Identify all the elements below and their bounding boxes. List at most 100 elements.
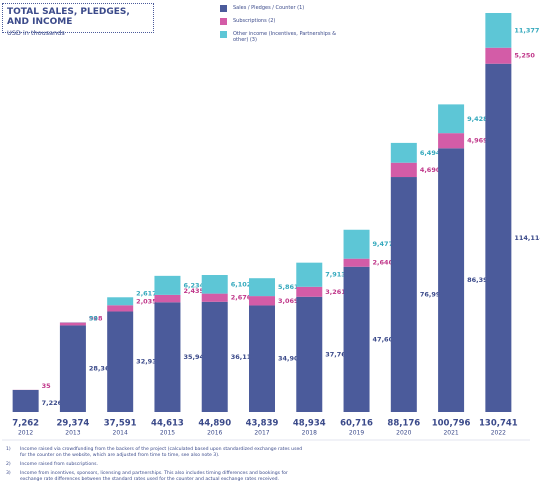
- x-tick-label: 2012: [18, 430, 33, 437]
- bar-segment: [12, 389, 39, 412]
- value-label: 6,102: [231, 280, 252, 288]
- bar-segment: [485, 63, 512, 413]
- bar-segment: [390, 162, 417, 178]
- value-label: 2,676: [231, 294, 252, 302]
- x-tick-label: 2015: [160, 430, 175, 437]
- bar-segment: [438, 133, 465, 149]
- total-label: 88,176: [387, 419, 420, 429]
- x-tick-label: 2016: [207, 430, 222, 437]
- value-label: 4,690: [420, 166, 441, 174]
- legend-swatch: [220, 5, 227, 12]
- legend-label: Sales / Pledges / Counter (1): [233, 5, 305, 11]
- total-label: 130,741: [479, 419, 518, 429]
- footnote-marker: 2): [6, 461, 11, 467]
- footnote-text: Income from incentives, sponsors, licens…: [20, 470, 288, 482]
- bar-segment: [485, 47, 512, 64]
- value-label: 3,261: [325, 288, 346, 296]
- total-label: 60,716: [340, 419, 373, 429]
- value-label: 47,600: [373, 335, 399, 343]
- footnote-text: Income raised via crowdfunding from the …: [20, 447, 303, 458]
- bar-segment: [201, 274, 228, 294]
- bar-segment: [107, 311, 134, 412]
- legend-item: Sales / Pledges / Counter (1): [220, 5, 340, 12]
- legend-swatch: [220, 31, 227, 38]
- bar-segment: [59, 325, 86, 412]
- x-tick-label: 2021: [443, 430, 458, 437]
- value-label: 6,494: [420, 149, 441, 157]
- x-tick-label: 2019: [349, 430, 364, 437]
- value-label: 28,367: [89, 365, 114, 373]
- value-label: 4,969: [467, 137, 488, 145]
- total-label: 37,591: [104, 419, 137, 429]
- x-tick-label: 2020: [396, 430, 411, 437]
- bar-segment: [485, 12, 512, 48]
- bar-segment: [343, 266, 370, 412]
- footnote: 1) Income raised via crowdfunding from th…: [6, 447, 306, 459]
- value-label: 3,069: [278, 297, 299, 305]
- footnote-text: Income raised from subscriptions.: [20, 461, 98, 467]
- title-box: TOTAL SALES, PLEDGES, AND INCOME USD in …: [2, 3, 154, 37]
- bar-segment: [154, 275, 181, 295]
- bar-segment: [438, 148, 465, 412]
- bar-segment: [154, 302, 181, 412]
- total-label: 44,613: [151, 419, 184, 429]
- total-label: 100,796: [432, 419, 471, 429]
- value-label: 35,944: [183, 353, 209, 361]
- value-label: 2,035: [136, 297, 157, 305]
- bar-segment: [107, 297, 134, 306]
- total-label: 43,839: [246, 419, 279, 429]
- bar-segment: [249, 278, 275, 297]
- value-label: 86,399: [467, 276, 493, 284]
- bar-segment: [296, 286, 323, 297]
- legend-item: Other income (Incentives, Partnerships &…: [220, 31, 340, 43]
- value-label: 34,909: [278, 355, 304, 363]
- value-label: 5,250: [514, 52, 535, 60]
- value-label: 35: [42, 382, 52, 390]
- bar-segment: [390, 142, 417, 163]
- legend-label: Subscriptions (2): [233, 18, 276, 24]
- value-label: 2,617: [136, 289, 157, 297]
- x-tick-label: 2017: [254, 430, 269, 437]
- bar-segment: [107, 305, 134, 312]
- bar-segment: [249, 296, 275, 306]
- total-label: 44,890: [198, 419, 231, 429]
- legend-swatch: [220, 18, 227, 25]
- value-label: 2,640: [373, 259, 394, 267]
- value-label: 948: [89, 315, 103, 323]
- bar-segment: [343, 258, 370, 267]
- x-tick-label: 2022: [491, 430, 506, 437]
- value-label: 36,113: [231, 353, 256, 361]
- value-label: 9,477: [373, 240, 394, 248]
- bar-segment: [296, 296, 323, 412]
- legend-label: Other income (Incentives, Partnerships &…: [233, 31, 337, 43]
- x-tick-label: 2014: [113, 430, 128, 437]
- value-label: 76,992: [420, 291, 445, 299]
- value-label: 7,226: [42, 399, 63, 407]
- value-label: 6,234: [183, 281, 204, 289]
- value-label: 5,861: [278, 283, 299, 291]
- value-label: 11,377: [514, 26, 539, 34]
- value-label: 7,913: [325, 271, 346, 279]
- footnote-marker: 1): [6, 447, 11, 452]
- chart-title: TOTAL SALES, PLEDGES, AND INCOME: [7, 7, 130, 27]
- bar-segment: [201, 301, 228, 412]
- bar-segment: [438, 104, 465, 134]
- legend-item: Subscriptions (2): [220, 18, 340, 25]
- x-tick-label: 2018: [302, 430, 317, 437]
- bar-segment: [249, 305, 275, 412]
- footnote-marker: 3): [6, 470, 11, 476]
- value-label: 2,435: [183, 287, 204, 295]
- total-label: 7,262: [12, 419, 39, 429]
- bar-segment: [390, 177, 417, 412]
- legend: Sales / Pledges / Counter (1) Subscriptio…: [220, 5, 340, 49]
- bar-segment: [343, 229, 370, 259]
- x-tick-label: 2013: [65, 430, 80, 437]
- bar-segment: [154, 294, 181, 303]
- footnote: 2) Income raised from subscriptions.: [6, 462, 306, 468]
- footnotes: 1) Income raised via crowdfunding from th…: [6, 447, 306, 486]
- footnote: 3) Income from incentives, sponsors, lice…: [6, 471, 306, 483]
- bar-segment: [296, 262, 323, 287]
- chart-subtitle: USD in thousands: [7, 29, 65, 37]
